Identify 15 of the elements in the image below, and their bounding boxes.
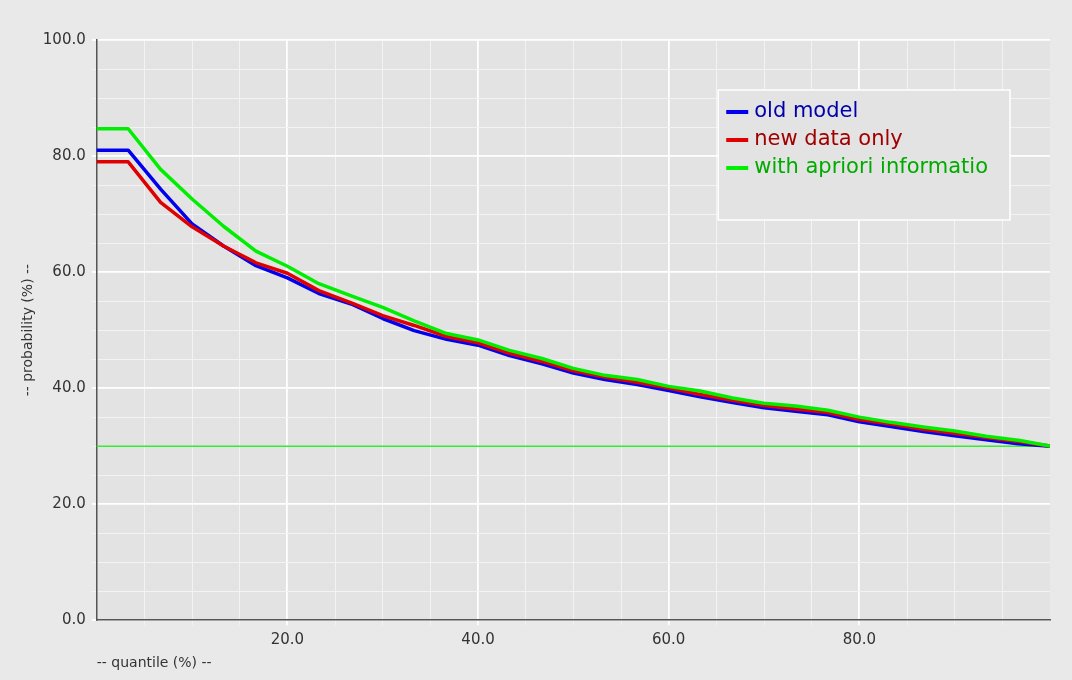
y-axis-title: -- probability (%) -- <box>19 263 36 397</box>
x-tick-label: 80.0 <box>842 630 877 649</box>
y-tick-label: 0.0 <box>61 610 86 629</box>
legend-label: new data only <box>754 126 903 151</box>
x-tick-label: 20.0 <box>270 630 305 649</box>
x-tick-label: 40.0 <box>461 630 495 649</box>
y-tick-label: 40.0 <box>52 378 86 397</box>
y-tick-label: 80.0 <box>52 145 86 164</box>
y-tick-label: 100.0 <box>42 29 86 48</box>
x-axis-title: -- quantile (%) -- <box>96 654 212 671</box>
legend-label: old model <box>754 98 859 123</box>
y-tick-label: 20.0 <box>52 494 86 513</box>
y-tick-label: 60.0 <box>52 261 86 280</box>
x-tick-label: 60.0 <box>651 630 686 649</box>
legend-label: with apriori informatio <box>754 154 988 179</box>
